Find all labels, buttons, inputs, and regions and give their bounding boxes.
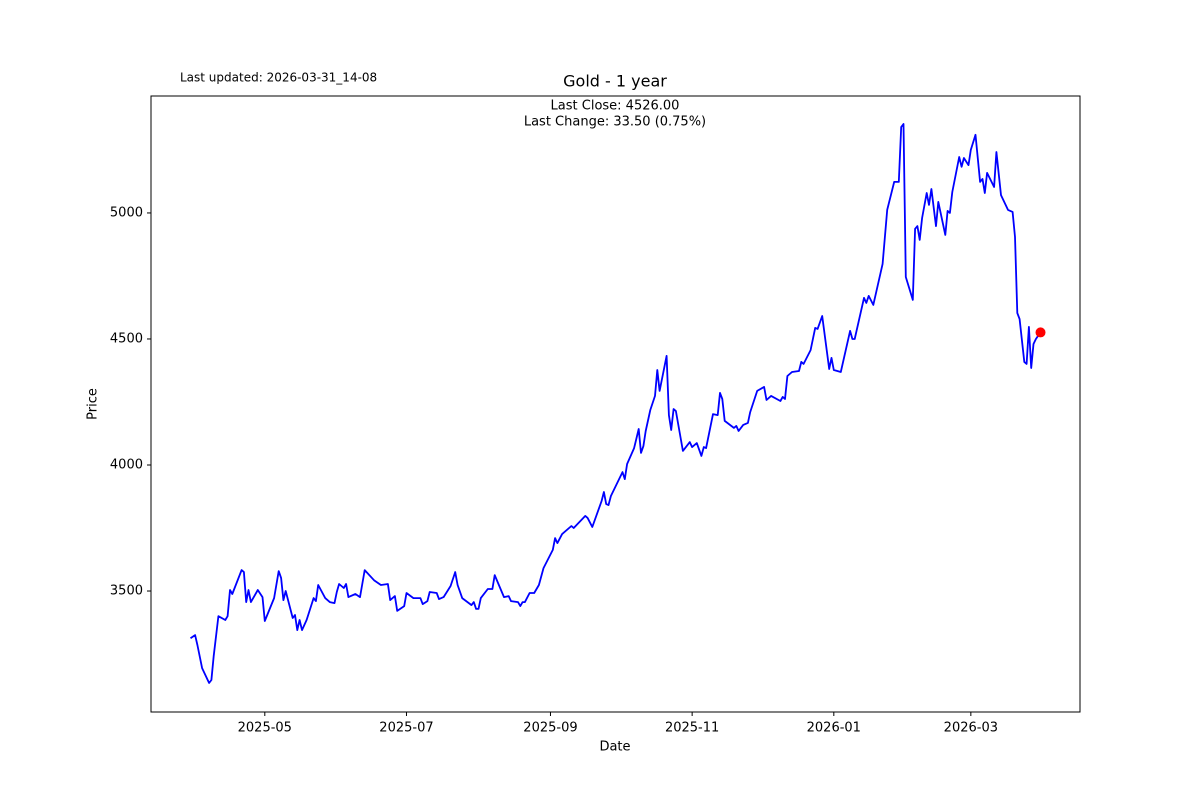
- chart-title: Gold - 1 year: [563, 72, 667, 91]
- price-line: [189, 123, 1042, 684]
- y-tick-label: 5000: [110, 205, 143, 220]
- y-axis-label: Price: [86, 388, 101, 420]
- annotation: Last Close: 4526.00: [551, 99, 680, 114]
- annotation: Last Change: 33.50 (0.75%): [524, 115, 706, 130]
- y-tick-label: 3500: [110, 584, 143, 599]
- x-tick-label: 2026-01: [807, 721, 861, 736]
- x-tick-label: 2025-09: [523, 721, 577, 736]
- x-tick-label: 2026-03: [944, 721, 998, 736]
- plot-frame: [150, 95, 1081, 713]
- x-axis-label: Date: [599, 740, 630, 755]
- subtitle: Last updated: 2026-03-31_14-08: [180, 71, 377, 85]
- x-tick-label: 2025-05: [238, 721, 292, 736]
- last-point: [1035, 327, 1046, 338]
- y-tick-label: 4500: [110, 331, 143, 346]
- x-tick-label: 2025-11: [665, 721, 719, 736]
- y-tick-label: 4000: [110, 457, 143, 472]
- x-tick-label: 2025-07: [379, 721, 433, 736]
